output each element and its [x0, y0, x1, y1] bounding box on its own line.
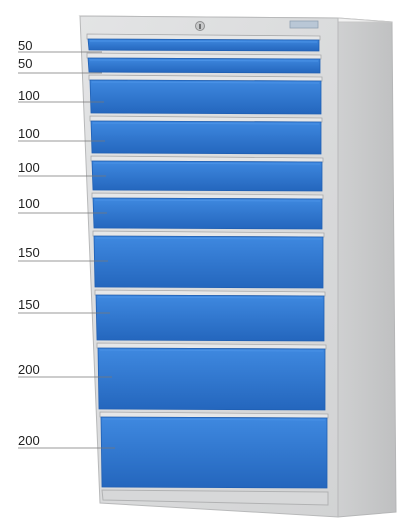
drawer-front-highlight: [91, 81, 320, 84]
drawer-front-highlight: [93, 162, 321, 165]
drawer-handle-rail: [96, 342, 327, 350]
drawer-handle-rail: [94, 289, 326, 297]
drawer-height-label: 200: [18, 362, 40, 377]
drawer-handle-rail: [86, 33, 321, 41]
drawer-height-label: 50: [18, 56, 33, 71]
leader-lines-layer: [18, 51, 115, 449]
drawer-height-label: 150: [18, 297, 40, 312]
drawer-height-label: 50: [18, 38, 33, 53]
drawer-front: [91, 160, 323, 192]
drawer-front-highlight: [92, 122, 320, 125]
nameplate-badge: [289, 20, 319, 29]
drawer-front-highlight: [95, 237, 322, 240]
drawer-front-highlight: [89, 59, 319, 62]
drawer-handle-rail: [86, 52, 322, 60]
drawer-handle-rail: [88, 74, 323, 82]
drawer-front: [89, 79, 322, 115]
drawer-height-label: 100: [18, 160, 40, 175]
drawer-front-highlight: [97, 296, 323, 299]
drawer-height-label: 150: [18, 245, 40, 260]
drawers-layer: [86, 33, 329, 489]
drawer-front-highlight: [94, 199, 321, 202]
drawer-handle-rail: [90, 155, 324, 163]
keyhole-lock-icon: [195, 21, 205, 31]
drawer-front-highlight: [102, 418, 326, 421]
cabinet-plinth: [101, 489, 329, 506]
drawer-front: [97, 347, 326, 411]
drawer-front: [87, 57, 321, 74]
drawer-front: [90, 120, 322, 155]
drawer-front-highlight: [99, 349, 324, 352]
drawer-handle-rail: [89, 115, 323, 123]
drawer-handle-rail: [92, 230, 325, 238]
drawer-height-label: 100: [18, 126, 40, 141]
drawer-front: [92, 197, 323, 230]
drawer-front: [95, 294, 325, 342]
drawer-front: [100, 416, 328, 489]
drawer-height-label: 100: [18, 88, 40, 103]
drawer-front: [93, 235, 324, 289]
drawer-handle-rail: [91, 192, 324, 200]
drawer-front-highlight: [89, 40, 318, 43]
drawer-height-label: 200: [18, 433, 40, 448]
drawer-height-label: 100: [18, 196, 40, 211]
cabinet-side-panel: [337, 17, 397, 518]
drawer-handle-rail: [99, 411, 329, 419]
